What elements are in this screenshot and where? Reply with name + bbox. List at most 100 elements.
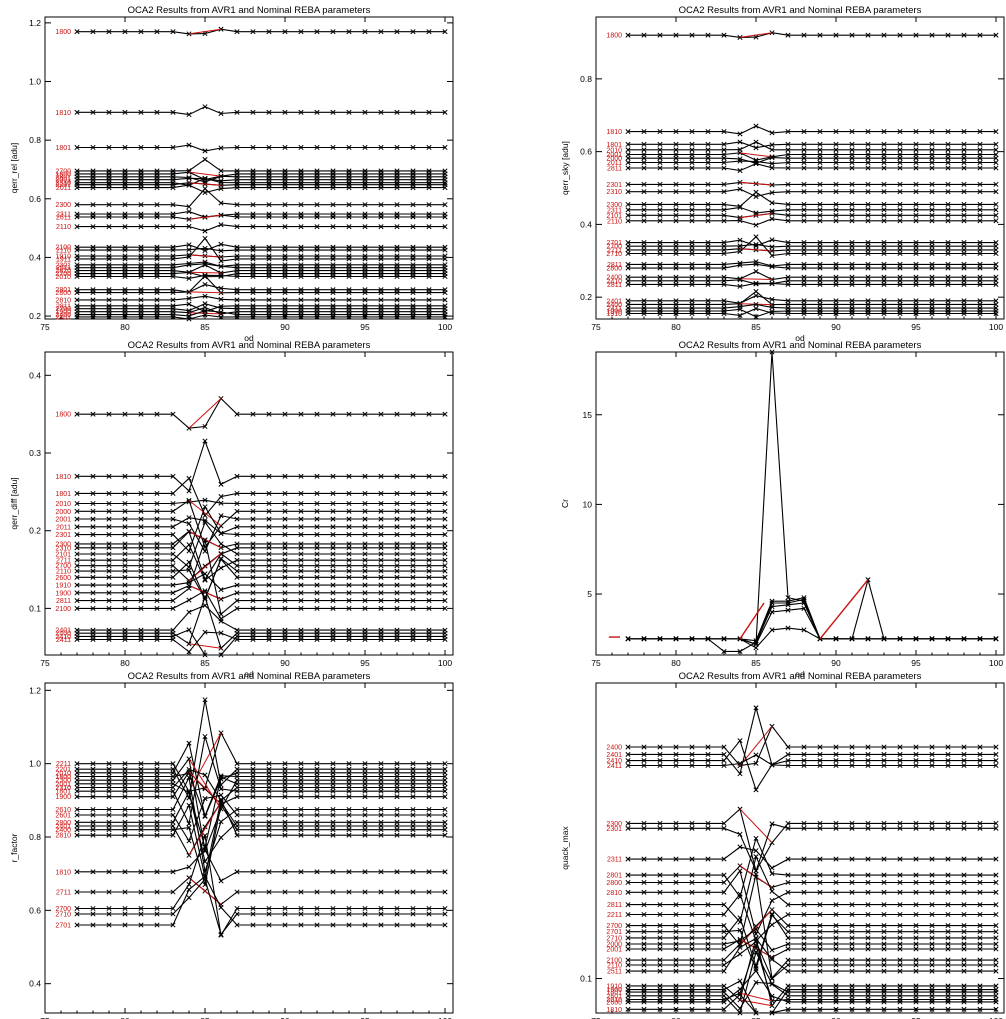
data-point bbox=[689, 201, 695, 207]
series-line bbox=[628, 308, 996, 318]
data-point bbox=[945, 32, 951, 38]
data-point bbox=[394, 297, 400, 303]
data-point bbox=[929, 207, 935, 213]
series-line bbox=[77, 214, 445, 220]
data-point bbox=[314, 290, 320, 296]
data-point bbox=[282, 545, 288, 551]
y-tick-label: 0.8 bbox=[580, 74, 592, 84]
data-point bbox=[817, 141, 823, 147]
series-label: 2401 bbox=[606, 298, 622, 305]
data-point bbox=[314, 605, 320, 611]
data-point bbox=[202, 438, 208, 444]
x-tick-label: 85 bbox=[200, 322, 210, 332]
data-point bbox=[721, 129, 727, 135]
data-point bbox=[218, 309, 224, 315]
data-point bbox=[705, 181, 711, 187]
data-point bbox=[234, 273, 240, 280]
data-point bbox=[961, 207, 967, 213]
data-point bbox=[282, 29, 288, 35]
data-point bbox=[74, 224, 80, 230]
data-point bbox=[817, 310, 823, 317]
data-point bbox=[362, 490, 368, 496]
data-point bbox=[625, 147, 631, 153]
data-point bbox=[90, 524, 96, 530]
data-point bbox=[298, 563, 304, 569]
data-point bbox=[346, 273, 352, 280]
data-point bbox=[186, 475, 192, 481]
data-point bbox=[298, 598, 304, 604]
series-label: 2710 bbox=[55, 912, 71, 919]
data-point bbox=[977, 155, 983, 161]
series-line bbox=[628, 157, 996, 164]
data-point bbox=[993, 189, 999, 195]
data-point bbox=[122, 473, 128, 479]
data-point bbox=[721, 212, 727, 218]
data-point bbox=[186, 204, 192, 210]
series-line bbox=[628, 236, 996, 257]
data-point bbox=[74, 557, 80, 563]
series-label: 2301 bbox=[55, 532, 71, 539]
data-point bbox=[90, 508, 96, 514]
series-label: 2801 bbox=[606, 873, 622, 880]
data-point bbox=[394, 214, 400, 220]
data-point bbox=[218, 481, 224, 487]
data-point bbox=[442, 524, 448, 530]
series-line bbox=[628, 188, 996, 198]
data-point bbox=[266, 582, 272, 588]
data-point bbox=[394, 411, 400, 417]
data-point bbox=[721, 218, 727, 224]
series-label: 2800 bbox=[55, 290, 71, 297]
data-point bbox=[641, 147, 647, 153]
data-point bbox=[74, 411, 80, 417]
data-point bbox=[170, 500, 176, 507]
series-line bbox=[77, 303, 445, 312]
data-point bbox=[426, 500, 432, 507]
data-point bbox=[74, 29, 80, 35]
data-point bbox=[897, 129, 903, 135]
data-point bbox=[442, 541, 448, 547]
data-point bbox=[769, 276, 775, 283]
data-point bbox=[865, 141, 871, 147]
data-point bbox=[186, 515, 192, 521]
data-point bbox=[737, 34, 743, 40]
data-point bbox=[378, 109, 384, 115]
data-point bbox=[378, 214, 384, 220]
data-point bbox=[737, 277, 743, 283]
data-point bbox=[170, 273, 176, 280]
series-line bbox=[628, 163, 996, 172]
chart-title: OCA2 Results from AVR1 and Nominal REBA … bbox=[128, 671, 371, 682]
data-point bbox=[74, 214, 80, 220]
data-point bbox=[721, 155, 727, 161]
data-point bbox=[977, 310, 983, 317]
series-label: 1800 bbox=[55, 29, 71, 36]
data-point bbox=[330, 290, 336, 296]
data-point bbox=[849, 207, 855, 213]
data-point bbox=[106, 297, 112, 303]
series-label: 2310 bbox=[606, 189, 622, 196]
data-point bbox=[298, 568, 304, 574]
data-point bbox=[106, 185, 112, 191]
data-point bbox=[314, 202, 320, 208]
data-point bbox=[833, 212, 839, 218]
data-point bbox=[410, 516, 416, 522]
data-point bbox=[346, 516, 352, 522]
data-point bbox=[849, 147, 855, 153]
data-point bbox=[737, 249, 743, 255]
data-point bbox=[929, 218, 935, 224]
data-point bbox=[330, 605, 336, 611]
data-point bbox=[673, 155, 679, 161]
data-point bbox=[282, 109, 288, 115]
plot-frame bbox=[595, 351, 1005, 656]
data-point bbox=[769, 147, 775, 153]
series-label: 1900 bbox=[55, 590, 71, 597]
data-point bbox=[330, 508, 336, 514]
data-point bbox=[186, 252, 192, 258]
series-line bbox=[628, 303, 996, 309]
data-point bbox=[833, 159, 839, 166]
data-point bbox=[673, 141, 679, 147]
data-point bbox=[250, 563, 256, 569]
data-point bbox=[721, 310, 727, 317]
data-point bbox=[122, 202, 128, 208]
data-point bbox=[186, 559, 192, 565]
data-point bbox=[330, 500, 336, 507]
